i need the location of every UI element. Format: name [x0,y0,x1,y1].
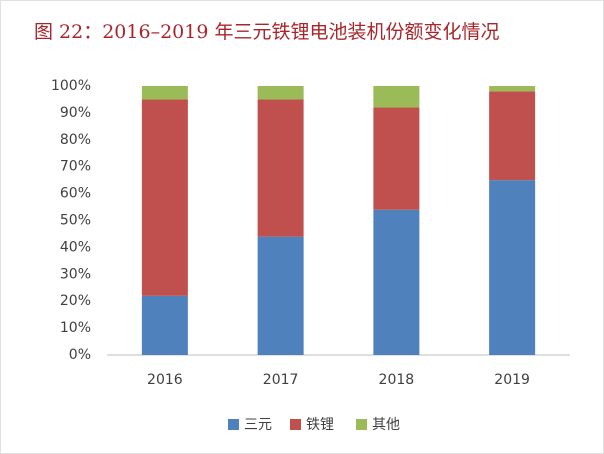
y-tick-label: 20% [60,293,91,309]
bar-segment [257,99,304,237]
legend-swatch [356,419,367,430]
x-tick-label: 2016 [147,372,183,388]
y-tick-label: 10% [60,320,91,336]
bar-segment [141,295,188,355]
legend-label: 其他 [372,417,400,433]
y-tick-label: 30% [60,266,91,282]
legend-label: 铁锂 [306,417,334,433]
bar-segment [489,180,536,355]
bar-segment [373,209,420,355]
legend-swatch [228,419,239,430]
bar-segment [373,86,420,108]
bar-segment [373,107,420,210]
bar-segment [257,86,304,100]
bar-segment [141,86,188,100]
chart-title: 图 22：2016–2019 年三元铁锂电池装机份额变化情况 [34,21,499,43]
x-tick-label: 2018 [379,372,415,388]
bar-segment [257,236,304,355]
y-tick-label: 40% [60,239,91,255]
bar-segment [489,91,536,181]
y-tick-label: 0% [69,347,91,363]
y-tick-label: 50% [60,213,91,229]
x-tick-label: 2017 [263,372,299,388]
y-tick-label: 60% [60,186,91,202]
y-tick-label: 80% [60,132,91,148]
y-tick-label: 90% [60,105,91,121]
legend-swatch [290,419,301,430]
bar-segment [489,86,536,92]
bar-segment [141,99,188,296]
legend-label: 三元 [244,417,272,433]
y-tick-label: 100% [51,78,91,94]
y-tick-label: 70% [60,159,91,175]
x-tick-label: 2019 [494,372,530,388]
